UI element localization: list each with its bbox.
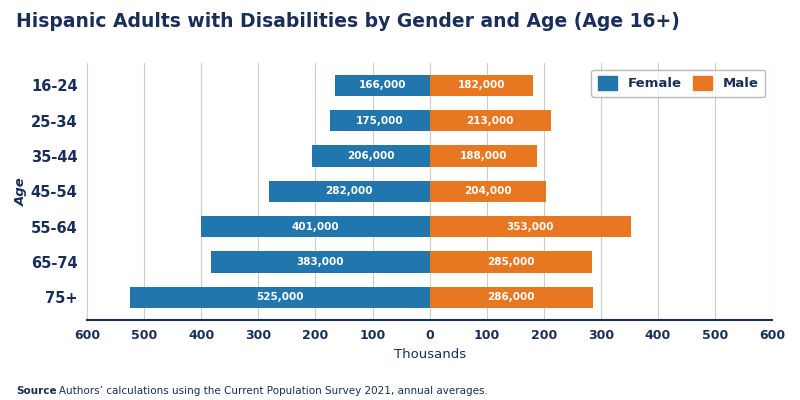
Text: 188,000: 188,000 <box>459 151 507 161</box>
Bar <box>269 181 430 202</box>
Legend: Female, Male: Female, Male <box>591 70 766 97</box>
Text: 525,000: 525,000 <box>256 292 303 302</box>
Text: 213,000: 213,000 <box>466 116 514 126</box>
Text: 285,000: 285,000 <box>487 257 534 267</box>
Bar <box>430 181 546 202</box>
Text: Hispanic Adults with Disabilities by Gender and Age (Age 16+): Hispanic Adults with Disabilities by Gen… <box>16 12 680 31</box>
Bar <box>130 287 430 308</box>
Bar <box>430 252 592 273</box>
Text: 282,000: 282,000 <box>326 186 373 196</box>
Bar <box>430 145 537 167</box>
Bar <box>312 145 430 167</box>
Bar <box>430 287 593 308</box>
Text: 401,000: 401,000 <box>291 222 339 232</box>
Text: 166,000: 166,000 <box>358 80 406 90</box>
Text: 206,000: 206,000 <box>347 151 394 161</box>
Bar <box>330 110 430 131</box>
Text: 204,000: 204,000 <box>464 186 512 196</box>
Bar <box>211 252 430 273</box>
Text: 383,000: 383,000 <box>297 257 344 267</box>
Text: 286,000: 286,000 <box>487 292 535 302</box>
Text: 175,000: 175,000 <box>356 116 403 126</box>
Text: Source: Source <box>16 386 57 396</box>
Y-axis label: Age: Age <box>15 177 28 206</box>
Text: 353,000: 353,000 <box>506 222 554 232</box>
Bar <box>430 216 631 237</box>
Text: 182,000: 182,000 <box>458 80 506 90</box>
Text: : Authors’ calculations using the Current Population Survey 2021, annual average: : Authors’ calculations using the Curren… <box>52 386 488 396</box>
Bar <box>201 216 430 237</box>
Bar <box>430 75 534 96</box>
Bar <box>430 110 551 131</box>
Bar <box>335 75 430 96</box>
X-axis label: Thousands: Thousands <box>394 348 466 361</box>
